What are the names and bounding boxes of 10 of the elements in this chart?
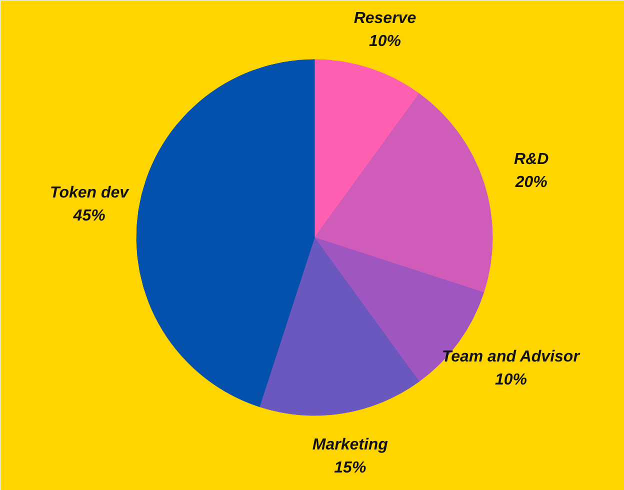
data-label: 45% xyxy=(72,208,106,225)
slice-label: Marketing xyxy=(312,436,388,454)
data-label: 15% xyxy=(334,459,366,476)
data-label: 10% xyxy=(494,371,527,388)
data-label: 10% xyxy=(368,32,401,50)
slice-label: Reserve xyxy=(354,10,416,27)
data-label: 20% xyxy=(514,174,548,192)
slice-label: R&D xyxy=(514,151,550,168)
slice-label: Token dev xyxy=(50,184,130,202)
slice-label: Team and Advisor xyxy=(442,348,580,366)
